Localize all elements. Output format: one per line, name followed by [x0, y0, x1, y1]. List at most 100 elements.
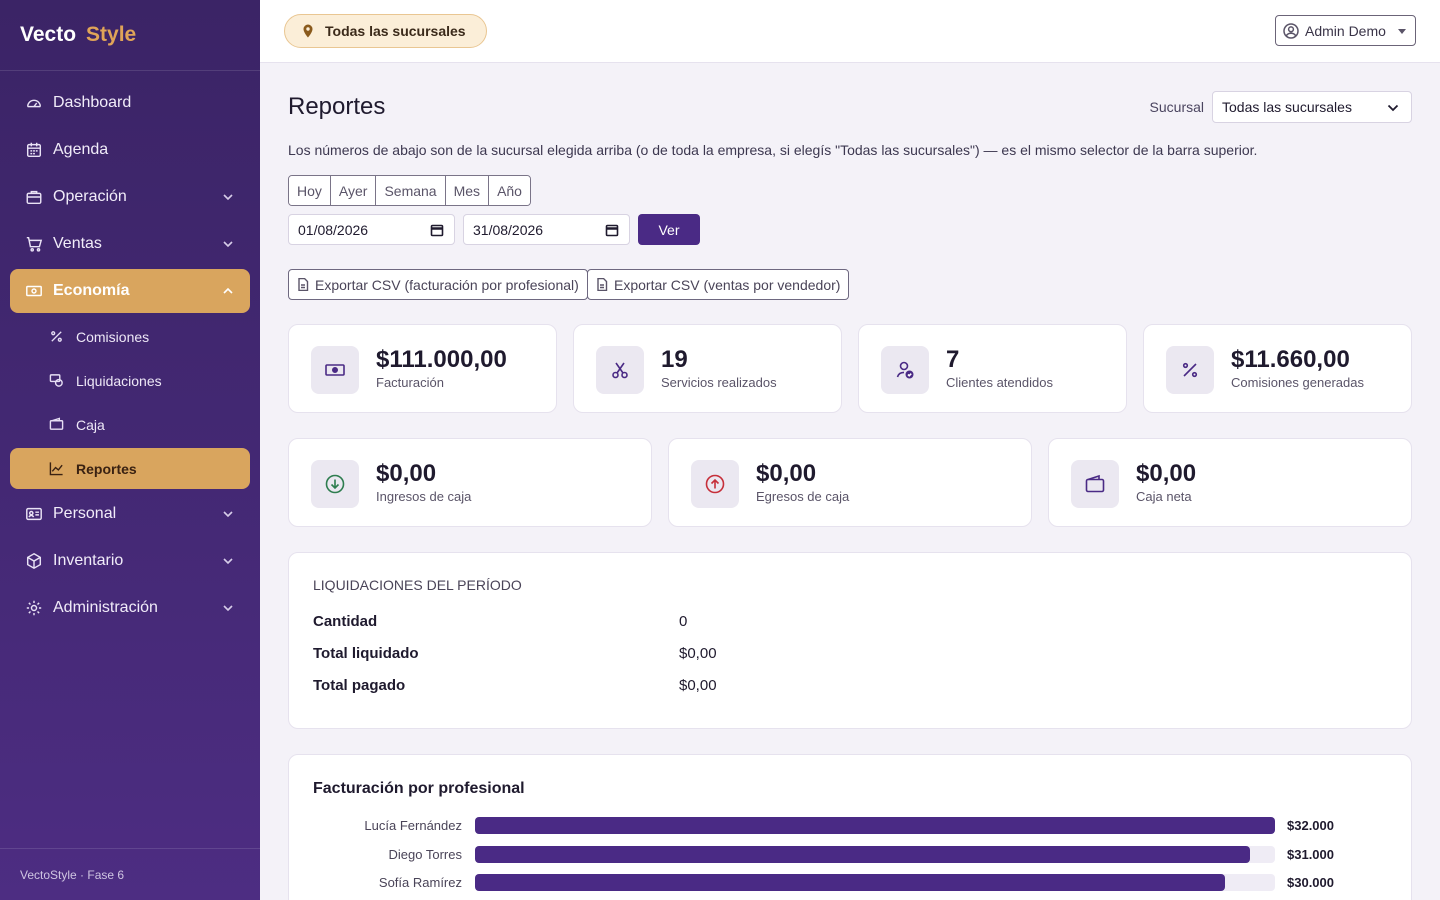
- sidebar-subitem-label: Liquidaciones: [76, 372, 162, 389]
- user-menu-button[interactable]: Admin Demo: [1275, 15, 1416, 46]
- sidebar-item-label: Dashboard: [53, 94, 132, 111]
- date-to-value: 31/08/2026: [473, 221, 544, 238]
- range-button-group: Hoy Ayer Semana Mes Año: [288, 175, 531, 206]
- stat-label: Facturación: [376, 375, 444, 390]
- user-name: Admin Demo: [1305, 22, 1386, 39]
- stat-card-servicios: 19 Servicios realizados: [573, 324, 842, 413]
- ver-button[interactable]: Ver: [638, 214, 700, 245]
- bar-track: [475, 845, 1275, 863]
- page-title: Reportes: [288, 93, 386, 120]
- bar-value-label: $32.000: [1287, 818, 1334, 833]
- liquidaciones-key: Total liquidado: [313, 645, 419, 662]
- branch-select[interactable]: Todas las sucursales: [1212, 91, 1412, 123]
- stat-value: $11.660,00: [1231, 346, 1350, 373]
- file-icon: [597, 278, 608, 291]
- date-from-input[interactable]: 01/08/2026: [288, 214, 455, 245]
- line-chart-icon: [48, 461, 64, 477]
- bar-track: [475, 874, 1275, 891]
- export-csv-ventas-button[interactable]: Exportar CSV (ventas por vendedor): [587, 269, 850, 300]
- stat-label: Servicios realizados: [661, 375, 777, 390]
- sidebar-item-administracion[interactable]: Administración: [10, 586, 250, 630]
- stat-label: Comisiones generadas: [1231, 375, 1364, 390]
- range-button-mes[interactable]: Mes: [445, 176, 490, 205]
- sidebar: Vecto Style Dashboard Agenda Operación V…: [0, 0, 260, 900]
- chevron-down-icon: [222, 190, 234, 202]
- bar: [475, 817, 1275, 834]
- liquidaciones-value: $0,00: [679, 677, 717, 694]
- page-description: Los números de abajo son de la sucursal …: [288, 142, 1258, 158]
- liquidaciones-card: LIQUIDACIONES DEL PERÍODO Cantidad 0 Tot…: [288, 552, 1412, 729]
- stat-value: 19: [661, 346, 688, 373]
- range-button-hoy[interactable]: Hoy: [289, 176, 331, 205]
- sidebar-item-personal[interactable]: Personal: [10, 492, 250, 536]
- percent-icon: [48, 329, 64, 345]
- topbar: Todas las sucursales Admin Demo: [260, 0, 1440, 63]
- sidebar-subitem-label: Reportes: [76, 460, 137, 477]
- sidebar-subitem-caja[interactable]: Caja: [10, 404, 250, 445]
- range-button-ano[interactable]: Año: [489, 176, 530, 205]
- brand-logo[interactable]: Vecto Style: [0, 0, 260, 71]
- stat-card-caja-neta: $0,00 Caja neta: [1048, 438, 1412, 527]
- liquidaciones-title: LIQUIDACIONES DEL PERÍODO: [313, 577, 522, 593]
- branch-filter: Sucursal Todas las sucursales: [1150, 91, 1412, 123]
- range-button-semana[interactable]: Semana: [376, 176, 446, 205]
- facturacion-chart-card: Facturación por profesional Lucía Fernán…: [288, 754, 1412, 900]
- sidebar-subitem-label: Caja: [76, 416, 105, 433]
- cash-icon: [311, 346, 359, 394]
- range-button-ayer[interactable]: Ayer: [330, 176, 377, 205]
- gear-icon: [24, 598, 44, 618]
- stat-card-facturacion: $111.000,00 Facturación: [288, 324, 557, 413]
- stat-value: $0,00: [376, 460, 437, 487]
- stat-label: Clientes atendidos: [946, 375, 1053, 390]
- stat-card-clientes: 7 Clientes atendidos: [858, 324, 1127, 413]
- main-content: Reportes Sucursal Todas las sucursales L…: [260, 63, 1440, 900]
- stat-label: Egresos de caja: [756, 489, 850, 504]
- liquidaciones-value: $0,00: [679, 645, 717, 662]
- bar: [475, 845, 1250, 863]
- calendar-icon[interactable]: [430, 223, 444, 237]
- gauge-icon: [24, 93, 44, 113]
- chevron-down-icon: [222, 601, 234, 613]
- stat-value: 7: [946, 346, 960, 373]
- stat-value: $111.000,00: [376, 346, 507, 373]
- sidebar-item-dashboard[interactable]: Dashboard: [10, 81, 250, 125]
- stat-card-comisiones: $11.660,00 Comisiones generadas: [1143, 324, 1412, 413]
- sidebar-item-ventas[interactable]: Ventas: [10, 222, 250, 266]
- box-icon: [24, 551, 44, 571]
- wallet-icon: [1071, 460, 1119, 508]
- sidebar-subitem-reportes[interactable]: Reportes: [10, 448, 250, 489]
- export-csv-facturacion-label: Exportar CSV (facturación por profesiona…: [315, 276, 579, 293]
- chevron-down-icon: [222, 507, 234, 519]
- sidebar-item-label: Inventario: [53, 552, 124, 569]
- sidebar-subitem-liquidaciones[interactable]: Liquidaciones: [10, 360, 250, 401]
- stat-label: Caja neta: [1136, 489, 1192, 504]
- bar-track: [475, 817, 1275, 834]
- cart-icon: [24, 234, 44, 254]
- sidebar-item-label: Administración: [53, 599, 158, 616]
- sidebar-item-agenda[interactable]: Agenda: [10, 128, 250, 172]
- branch-filter-label: Sucursal: [1149, 99, 1204, 115]
- sidebar-item-inventario[interactable]: Inventario: [10, 539, 250, 583]
- arrow-up-circle-icon: [691, 460, 739, 508]
- export-csv-facturacion-button[interactable]: Exportar CSV (facturación por profesiona…: [288, 269, 588, 300]
- id-card-icon: [24, 504, 44, 524]
- calendar-icon[interactable]: [605, 223, 619, 237]
- sidebar-item-economia[interactable]: Economía: [10, 269, 250, 313]
- stat-card-egresos-caja: $0,00 Egresos de caja: [668, 438, 1032, 527]
- date-to-input[interactable]: 31/08/2026: [463, 214, 630, 245]
- sidebar-subitem-comisiones[interactable]: Comisiones: [10, 316, 250, 357]
- bar-value-label: $30.000: [1287, 875, 1334, 890]
- sidebar-item-label: Economía: [53, 282, 130, 299]
- wallet-icon: [48, 417, 64, 433]
- bar: [475, 874, 1225, 891]
- briefcase-icon: [24, 187, 44, 207]
- brand-part1: Vecto: [20, 23, 77, 46]
- chart-title: Facturación por profesional: [313, 780, 525, 797]
- branch-selector-pill[interactable]: Todas las sucursales: [284, 14, 487, 48]
- stat-value: $0,00: [1136, 460, 1197, 487]
- sidebar-footer: VectoStyle · Fase 6: [0, 848, 260, 900]
- bar-value-label: $31.000: [1287, 846, 1334, 862]
- sidebar-item-operacion[interactable]: Operación: [10, 175, 250, 219]
- stat-value: $0,00: [756, 460, 817, 487]
- bar-label: Diego Torres: [388, 846, 462, 862]
